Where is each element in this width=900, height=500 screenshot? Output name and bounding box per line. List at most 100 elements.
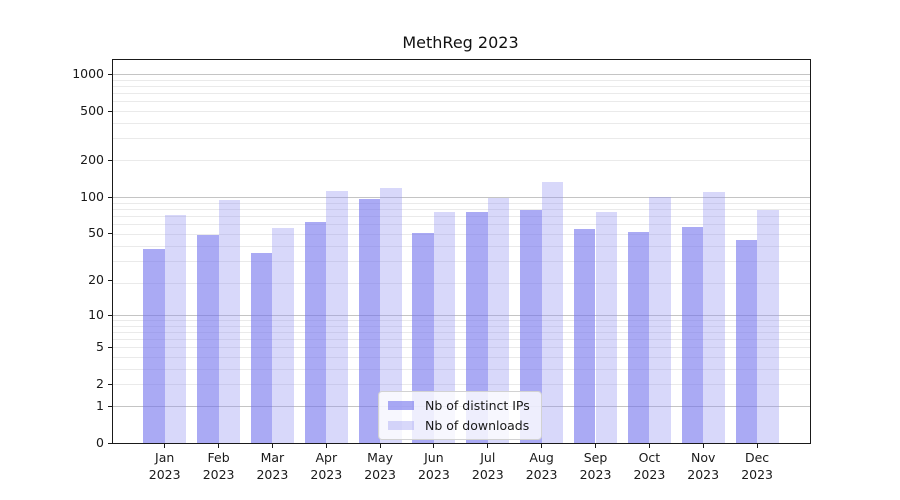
gridline-minor-799 — [113, 86, 810, 87]
gridline-minor-199 — [113, 160, 810, 161]
bar-downloads-mar — [272, 228, 294, 443]
x-tick-label: Jul 2023 — [471, 450, 504, 482]
bar-downloads-jan — [164, 215, 187, 443]
gridline-major-1000 — [113, 74, 810, 75]
gridline-minor-299 — [113, 138, 810, 140]
plot-area: Nb of distinct IPs Nb of downloads — [112, 59, 811, 444]
x-tick-mark — [595, 444, 596, 448]
legend-swatch-icon — [388, 421, 414, 430]
bar-downloads-may — [380, 188, 402, 443]
gridline-minor-8 — [113, 325, 810, 327]
bar-downloads-jun — [433, 211, 456, 443]
y-tick-mark — [108, 280, 112, 282]
gridline-major-10 — [113, 314, 810, 316]
gridline-minor-2 — [113, 384, 810, 386]
gridline-minor-3 — [113, 369, 810, 370]
y-tick-mark — [108, 406, 112, 407]
bar-distinct-ips-jun — [412, 233, 434, 443]
gridline-minor-29 — [113, 261, 810, 263]
legend-label: Nb of distinct IPs — [425, 398, 530, 413]
gridline-minor-79 — [113, 209, 810, 210]
bar-distinct-ips-feb — [197, 235, 219, 443]
legend-item: Nb of downloads — [388, 418, 530, 433]
bar-downloads-dec — [757, 209, 779, 443]
gridline-minor-69 — [113, 216, 810, 218]
y-tick-label: 200 — [80, 151, 104, 167]
bar-distinct-ips-mar — [250, 253, 273, 443]
x-tick-label: Jun 2023 — [417, 450, 450, 482]
gridline-minor-59 — [113, 224, 810, 226]
x-tick-label: Mar 2023 — [256, 450, 289, 482]
gridline-minor-9 — [113, 320, 810, 321]
bar-downloads-sep — [595, 211, 618, 443]
y-tick-label: 5 — [96, 339, 104, 355]
y-tick-label: 2 — [96, 376, 104, 392]
x-tick-mark — [325, 444, 327, 448]
x-tick-label: Feb 2023 — [202, 450, 235, 482]
x-tick-mark — [218, 444, 220, 448]
gridline-minor-39 — [113, 246, 810, 247]
x-tick-mark — [648, 444, 650, 448]
gridline-minor-6 — [113, 339, 810, 341]
x-tick-label: Apr 2023 — [310, 450, 343, 482]
y-tick-label: 0 — [96, 435, 104, 450]
x-tick-mark — [756, 444, 758, 448]
gridline-minor-699 — [113, 93, 810, 95]
gridline-minor-5 — [113, 347, 810, 349]
bar-downloads-aug — [541, 181, 564, 443]
bar-distinct-ips-nov — [681, 227, 704, 443]
x-tick-label: Sep 2023 — [579, 450, 612, 482]
bar-downloads-apr — [326, 191, 348, 443]
bar-downloads-feb — [218, 200, 241, 443]
gridline-minor-99 — [113, 197, 810, 198]
y-tick-label: 50 — [88, 225, 104, 240]
bar-distinct-ips-oct — [627, 232, 650, 443]
y-tick-label: 500 — [80, 103, 104, 118]
gridline-minor-4 — [113, 357, 810, 358]
y-tick-mark — [108, 443, 112, 444]
gridline-minor-89 — [113, 202, 810, 204]
x-tick-mark — [541, 444, 543, 448]
y-tick-mark — [108, 159, 112, 161]
y-tick-mark — [108, 384, 112, 386]
bar-distinct-ips-dec — [735, 239, 758, 443]
x-tick-label: May 2023 — [364, 450, 396, 482]
y-tick-mark — [108, 196, 112, 198]
bar-distinct-ips-apr — [304, 221, 327, 443]
bar-downloads-nov — [703, 191, 725, 443]
x-tick-mark — [271, 444, 273, 448]
x-tick-mark — [702, 444, 704, 448]
x-tick-mark — [433, 444, 435, 448]
y-tick-label: 20 — [88, 272, 104, 288]
chart-title: MethReg 2023 — [402, 33, 519, 52]
y-tick-mark — [108, 233, 112, 234]
bar-distinct-ips-sep — [573, 229, 596, 443]
gridline-major-100 — [113, 196, 810, 198]
y-tick-label: 1000 — [72, 66, 104, 81]
x-tick-label: Nov 2023 — [687, 450, 720, 482]
gridline-minor-499 — [113, 111, 810, 113]
x-tick-label: Aug 2023 — [525, 450, 558, 482]
bar-distinct-ips-jan — [143, 248, 165, 443]
bar-distinct-ips-may — [358, 199, 381, 443]
bar-downloads-jul — [487, 198, 510, 443]
y-tick-label: 100 — [80, 188, 104, 204]
y-tick-mark — [108, 111, 112, 112]
legend-item: Nb of distinct IPs — [388, 398, 530, 413]
y-tick-label: 1 — [96, 398, 104, 413]
gridline-minor-399 — [113, 123, 810, 124]
y-tick-label: 10 — [88, 306, 104, 322]
x-tick-label: Dec 2023 — [741, 450, 773, 482]
bar-distinct-ips-aug — [520, 209, 542, 443]
gridline-minor-49 — [113, 234, 810, 236]
y-tick-mark — [108, 347, 112, 349]
bar-distinct-ips-jul — [466, 211, 488, 443]
y-tick-mark — [108, 314, 112, 316]
gridline-minor-19 — [113, 283, 810, 284]
y-tick-mark — [108, 74, 112, 75]
legend: Nb of distinct IPs Nb of downloads — [378, 391, 542, 440]
legend-swatch-icon — [388, 401, 414, 410]
x-tick-mark — [164, 444, 166, 448]
x-tick-mark — [487, 444, 489, 448]
gridline-minor-7 — [113, 331, 810, 333]
